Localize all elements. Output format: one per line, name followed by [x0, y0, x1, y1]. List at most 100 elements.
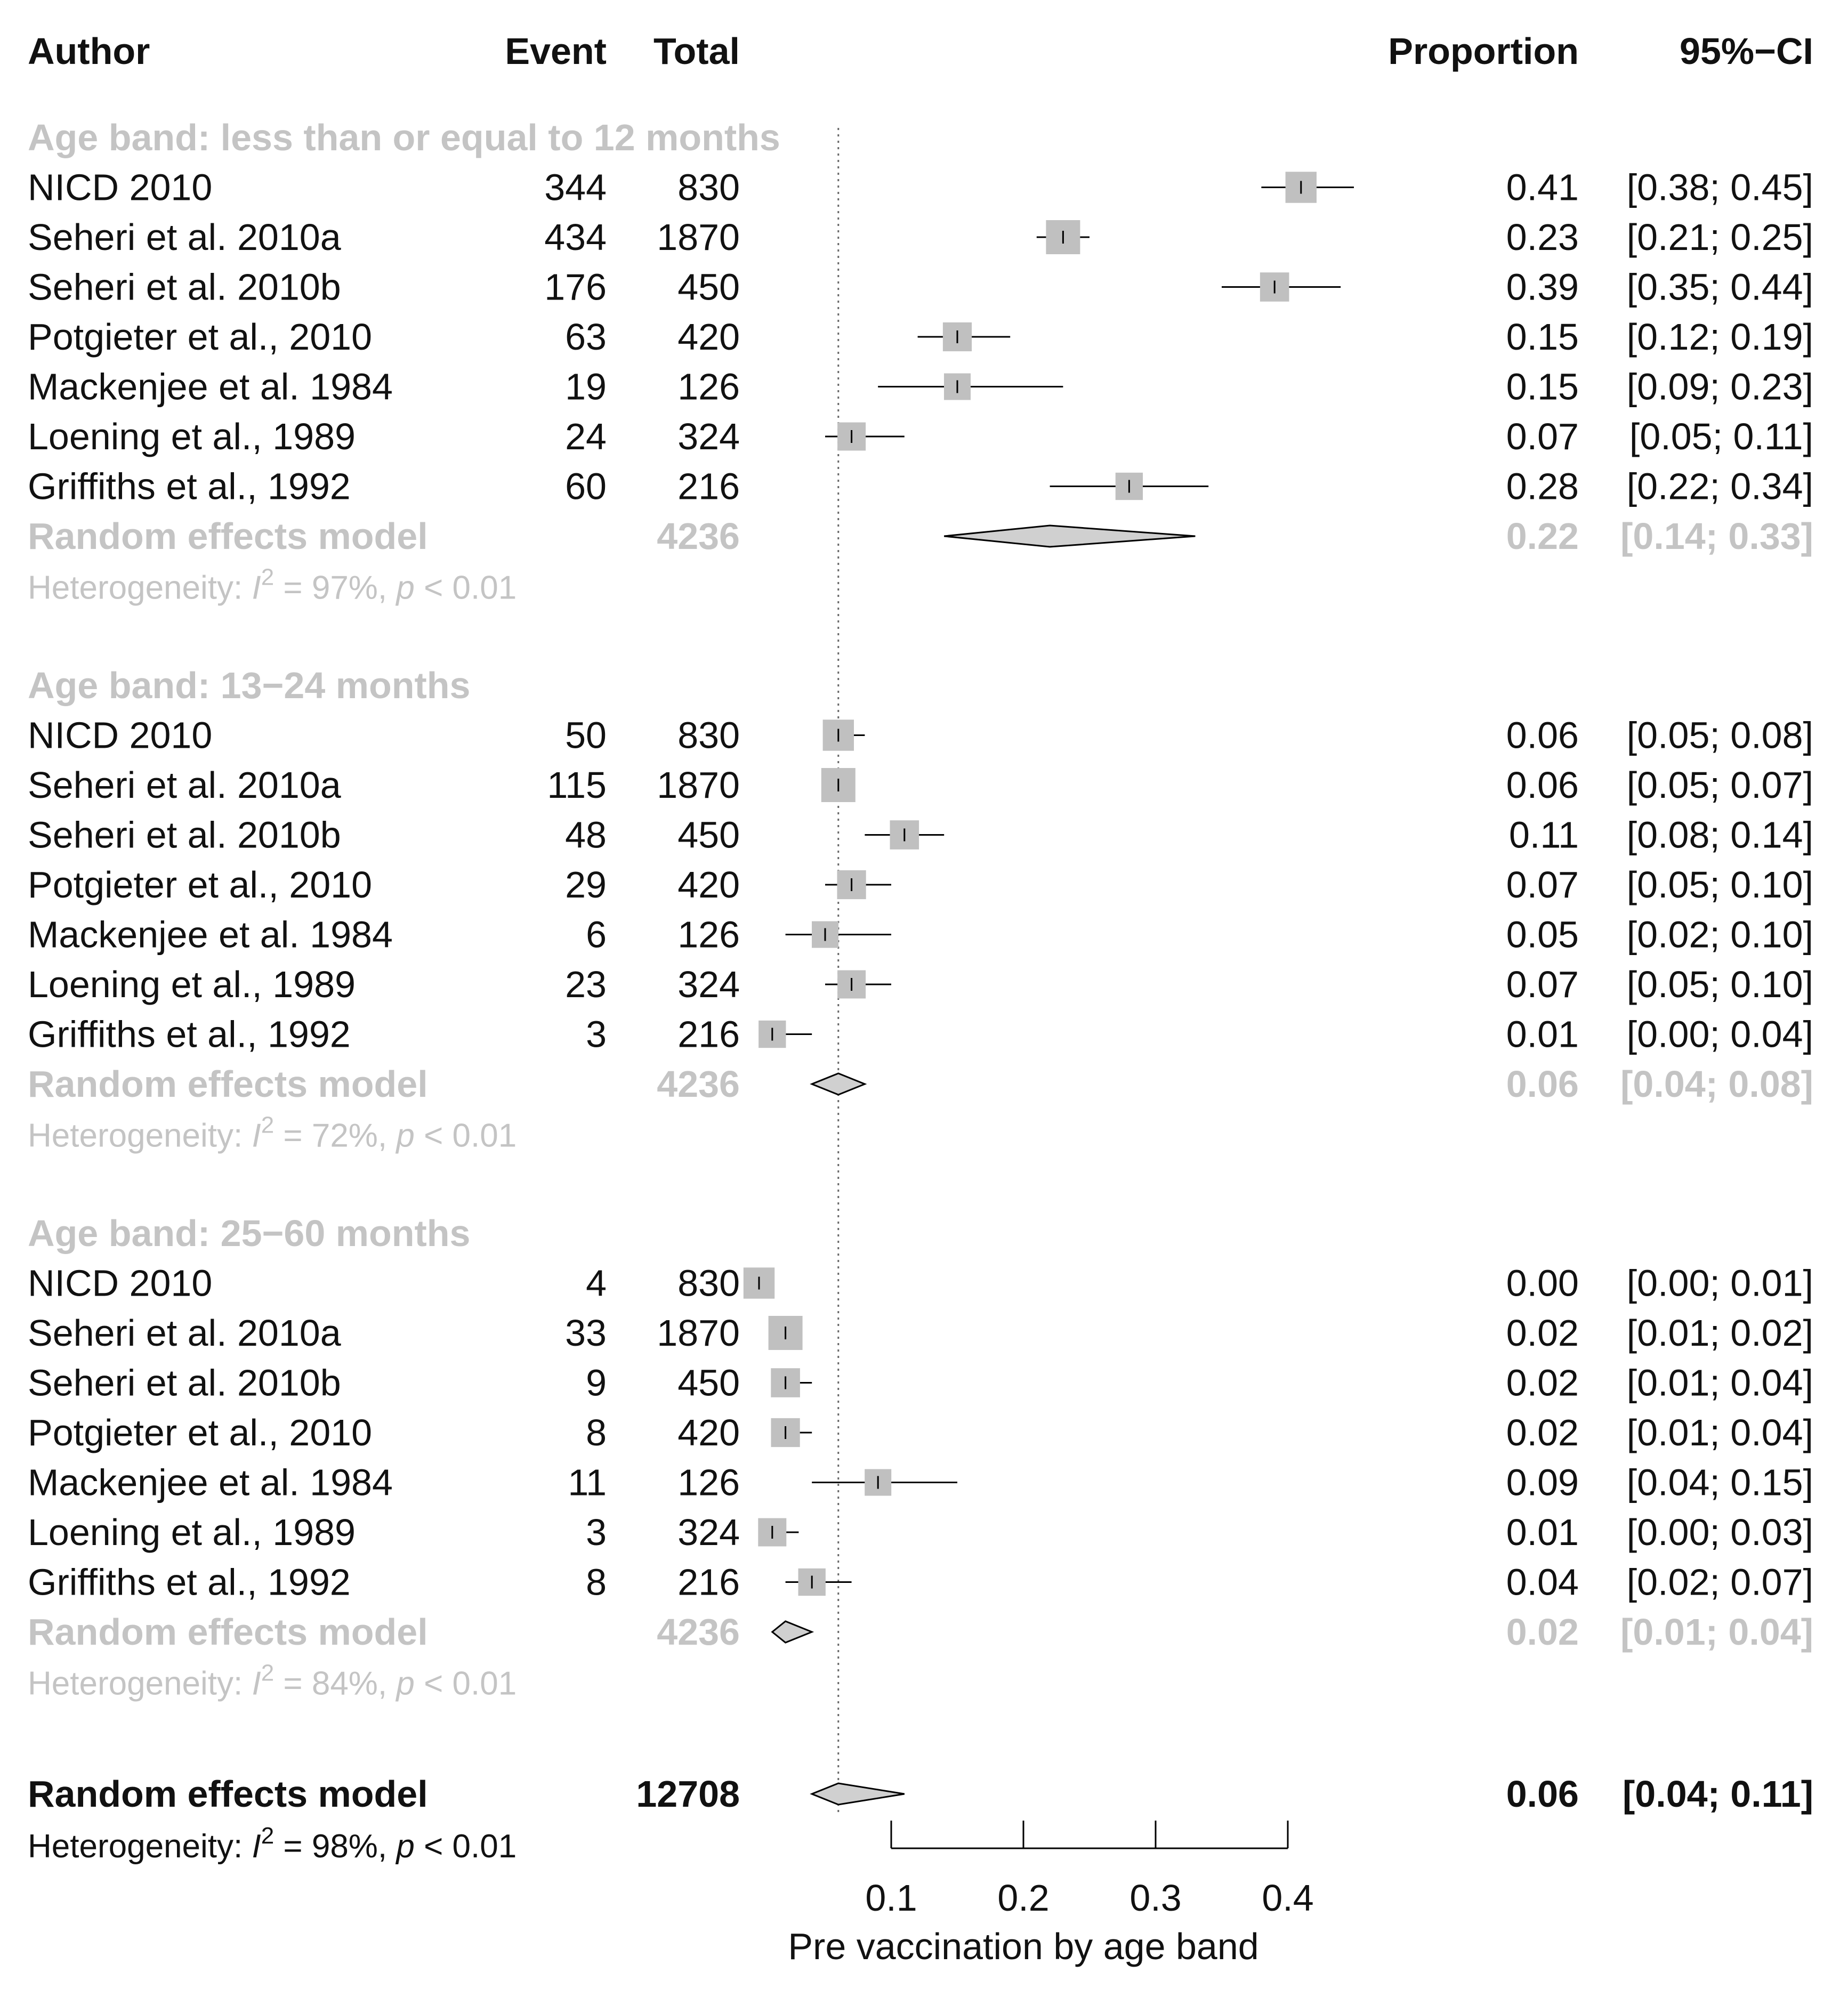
- subgroup-heterogeneity: Heterogeneity: I2 = 72%, p < 0.01: [28, 1112, 517, 1154]
- study-proportion: 0.02: [1506, 1412, 1579, 1453]
- study-event: 176: [544, 266, 607, 308]
- subgroup-model-diamond: [771, 1620, 814, 1644]
- study-ci: [0.12; 0.19]: [1627, 316, 1813, 358]
- study-ci: [0.04; 0.15]: [1627, 1462, 1813, 1503]
- group-label: Age band: 25−60 months: [28, 1212, 470, 1254]
- study-proportion: 0.41: [1506, 167, 1579, 208]
- overall-model-diamond: [810, 1782, 905, 1806]
- study-author: Seheri et al. 2010a: [28, 1312, 341, 1354]
- study-event: 434: [544, 216, 607, 258]
- study-ci: [0.05; 0.10]: [1627, 964, 1813, 1005]
- study-event: 8: [586, 1562, 607, 1603]
- x-axis-tick-label: 0.2: [997, 1877, 1049, 1919]
- study-proportion: 0.06: [1506, 715, 1579, 756]
- study-event: 60: [565, 466, 607, 507]
- study-author: Loening et al., 1989: [28, 416, 356, 457]
- study-total: 126: [677, 366, 740, 408]
- subgroup-model-diamond: [944, 524, 1196, 548]
- study-author: Mackenjee et al. 1984: [28, 366, 393, 408]
- study-proportion: 0.28: [1506, 466, 1579, 507]
- subgroup-model-ci: [0.04; 0.08]: [1620, 1063, 1813, 1105]
- study-proportion: 0.04: [1506, 1562, 1579, 1603]
- study-ci: [0.05; 0.10]: [1627, 864, 1813, 905]
- subgroup-model-proportion: 0.22: [1506, 515, 1579, 557]
- study-event: 6: [586, 914, 607, 956]
- study-ci: [0.05; 0.08]: [1627, 715, 1813, 756]
- study-total: 830: [677, 167, 740, 208]
- study-proportion: 0.15: [1506, 316, 1579, 358]
- study-total: 324: [677, 1511, 740, 1553]
- group-label: Age band: less than or equal to 12 month…: [28, 117, 780, 158]
- study-author: Mackenjee et al. 1984: [28, 914, 393, 956]
- study-author: Seheri et al. 2010b: [28, 814, 341, 856]
- subgroup-model-label: Random effects model: [28, 1063, 428, 1105]
- x-axis-tick-label: 0.1: [865, 1877, 917, 1919]
- study-ci: [0.38; 0.45]: [1627, 167, 1813, 208]
- study-total: 450: [677, 814, 740, 856]
- study-total: 324: [677, 416, 740, 457]
- study-total: 1870: [657, 216, 740, 258]
- study-event: 3: [586, 1014, 607, 1055]
- study-author: Griffiths et al., 1992: [28, 1014, 351, 1055]
- subgroup-model-ci: [0.14; 0.33]: [1620, 515, 1813, 557]
- subgroup-model-label: Random effects model: [28, 1611, 428, 1653]
- study-proportion: 0.01: [1506, 1014, 1579, 1055]
- study-total: 420: [677, 1412, 740, 1453]
- study-total: 216: [677, 1014, 740, 1055]
- study-ci: [0.08; 0.14]: [1627, 814, 1813, 856]
- subgroup-heterogeneity: Heterogeneity: I2 = 97%, p < 0.01: [28, 564, 517, 607]
- study-event: 29: [565, 864, 607, 905]
- header-95-ci: 95%−CI: [1680, 30, 1813, 72]
- header-event: Event: [505, 30, 607, 72]
- study-author: Mackenjee et al. 1984: [28, 1462, 393, 1503]
- study-ci: [0.02; 0.07]: [1627, 1562, 1813, 1603]
- study-event: 11: [568, 1462, 607, 1503]
- study-ci: [0.01; 0.02]: [1627, 1312, 1813, 1354]
- subgroup-model-diamond: [810, 1072, 867, 1096]
- study-ci: [0.35; 0.44]: [1627, 266, 1813, 308]
- study-ci: [0.00; 0.04]: [1627, 1014, 1813, 1055]
- study-ci: [0.05; 0.07]: [1627, 764, 1813, 806]
- study-author: Loening et al., 1989: [28, 1511, 356, 1553]
- subgroup-heterogeneity: Heterogeneity: I2 = 84%, p < 0.01: [28, 1660, 517, 1702]
- study-author: Potgieter et al., 2010: [28, 864, 372, 905]
- study-ci: [0.21; 0.25]: [1627, 216, 1813, 258]
- subgroup-model-total: 4236: [657, 1063, 740, 1105]
- study-ci: [0.01; 0.04]: [1627, 1362, 1813, 1404]
- study-total: 830: [677, 715, 740, 756]
- study-ci: [0.05; 0.11]: [1629, 416, 1813, 457]
- study-total: 324: [677, 964, 740, 1005]
- overall-model-proportion: 0.06: [1506, 1773, 1579, 1815]
- forest-rows: Age band: less than or equal to 12 month…: [28, 117, 1813, 1967]
- study-event: 23: [565, 964, 607, 1005]
- study-proportion: 0.05: [1506, 914, 1579, 956]
- study-ci: [0.00; 0.01]: [1627, 1263, 1813, 1304]
- study-total: 450: [677, 1362, 740, 1404]
- study-total: 126: [677, 1462, 740, 1503]
- study-total: 450: [677, 266, 740, 308]
- study-author: Seheri et al. 2010a: [28, 216, 341, 258]
- study-proportion: 0.06: [1506, 764, 1579, 806]
- study-total: 1870: [657, 764, 740, 806]
- study-proportion: 0.02: [1506, 1312, 1579, 1354]
- study-proportion: 0.23: [1506, 216, 1579, 258]
- overall-model-total: 12708: [636, 1773, 740, 1815]
- study-event: 9: [586, 1362, 607, 1404]
- study-author: NICD 2010: [28, 715, 212, 756]
- study-total: 830: [677, 1263, 740, 1304]
- study-ci: [0.00; 0.03]: [1627, 1511, 1813, 1553]
- study-event: 3: [586, 1511, 607, 1553]
- study-ci: [0.09; 0.23]: [1627, 366, 1813, 408]
- study-total: 216: [677, 1562, 740, 1603]
- study-total: 1870: [657, 1312, 740, 1354]
- study-proportion: 0.11: [1509, 814, 1579, 856]
- study-proportion: 0.39: [1506, 266, 1579, 308]
- study-event: 8: [586, 1412, 607, 1453]
- study-author: Seheri et al. 2010b: [28, 1362, 341, 1404]
- study-event: 4: [586, 1263, 607, 1304]
- study-event: 115: [547, 764, 607, 806]
- study-total: 420: [677, 864, 740, 905]
- study-author: Potgieter et al., 2010: [28, 316, 372, 358]
- column-headers: Author Event Total Proportion 95%−CI: [28, 30, 1813, 72]
- study-event: 24: [565, 416, 607, 457]
